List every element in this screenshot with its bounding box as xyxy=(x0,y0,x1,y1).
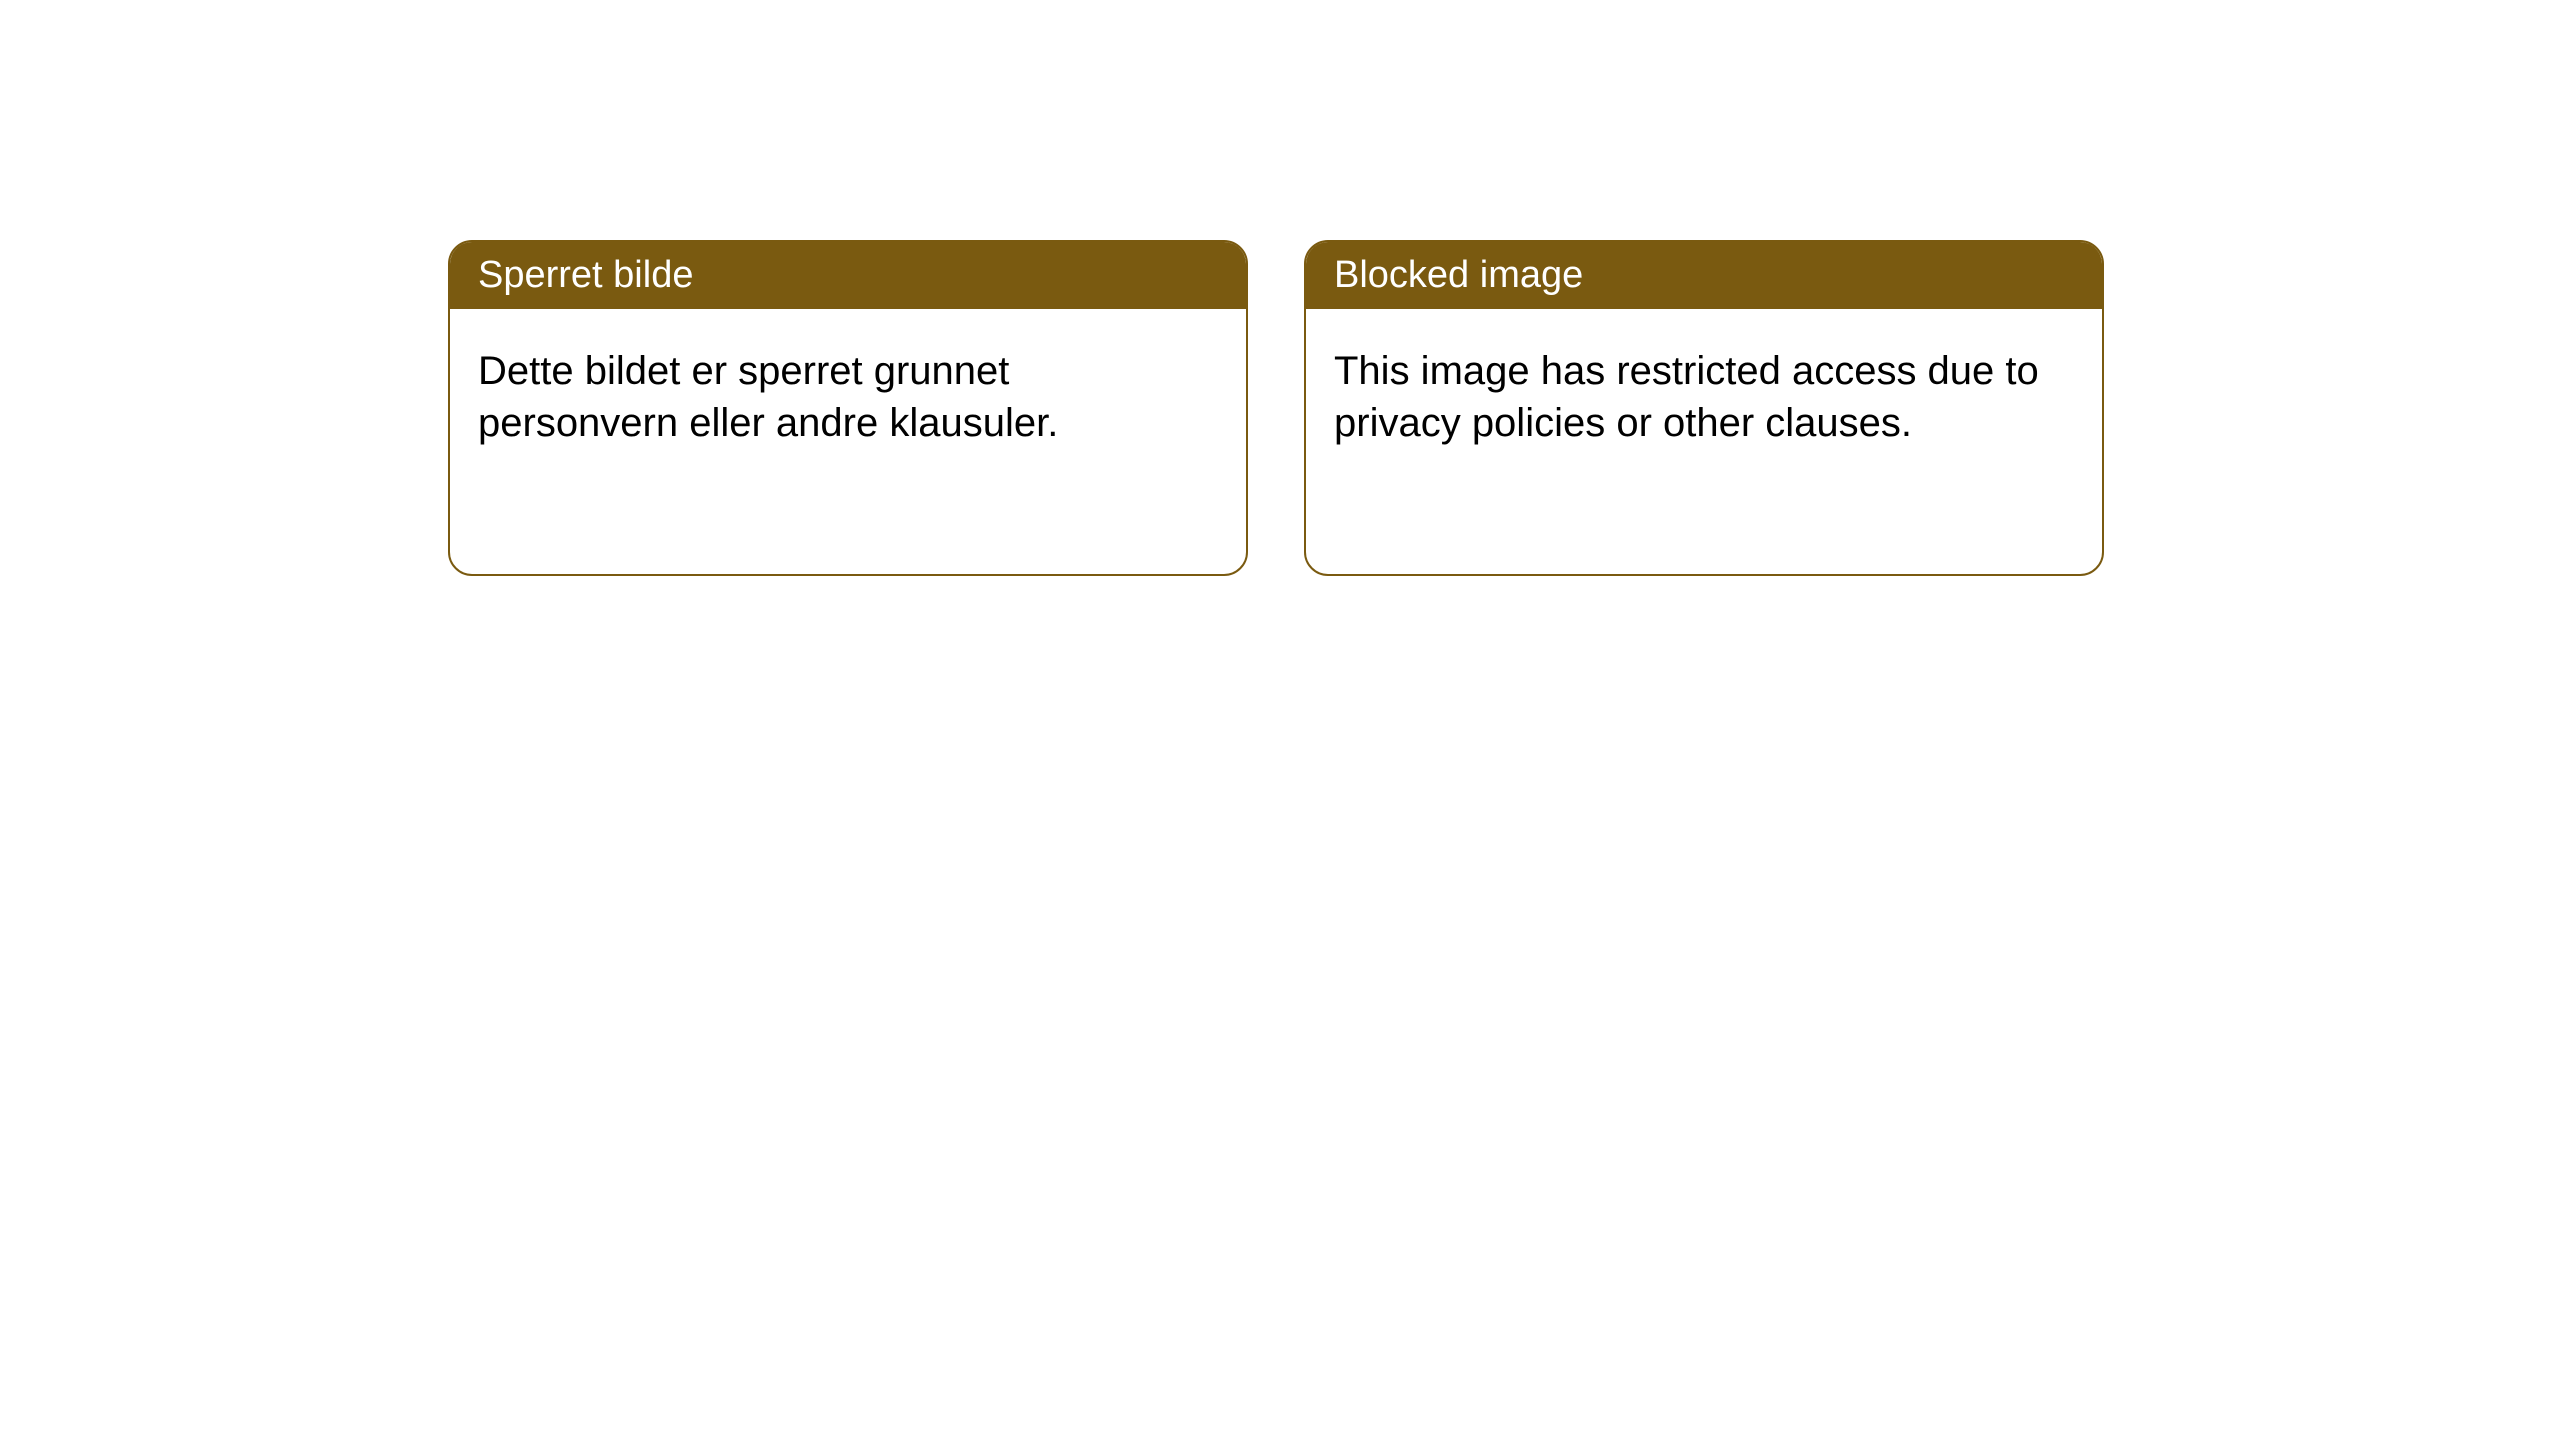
notice-box-english: Blocked image This image has restricted … xyxy=(1304,240,2104,576)
notice-box-norwegian: Sperret bilde Dette bildet er sperret gr… xyxy=(448,240,1248,576)
notice-header-norwegian: Sperret bilde xyxy=(450,242,1246,309)
notice-title-norwegian: Sperret bilde xyxy=(478,254,693,296)
notice-text-english: This image has restricted access due to … xyxy=(1334,349,2039,445)
notice-title-english: Blocked image xyxy=(1334,254,1583,296)
notice-body-english: This image has restricted access due to … xyxy=(1306,309,2102,485)
notice-header-english: Blocked image xyxy=(1306,242,2102,309)
notice-body-norwegian: Dette bildet er sperret grunnet personve… xyxy=(450,309,1246,485)
notices-container: Sperret bilde Dette bildet er sperret gr… xyxy=(448,240,2104,576)
notice-text-norwegian: Dette bildet er sperret grunnet personve… xyxy=(478,349,1058,445)
